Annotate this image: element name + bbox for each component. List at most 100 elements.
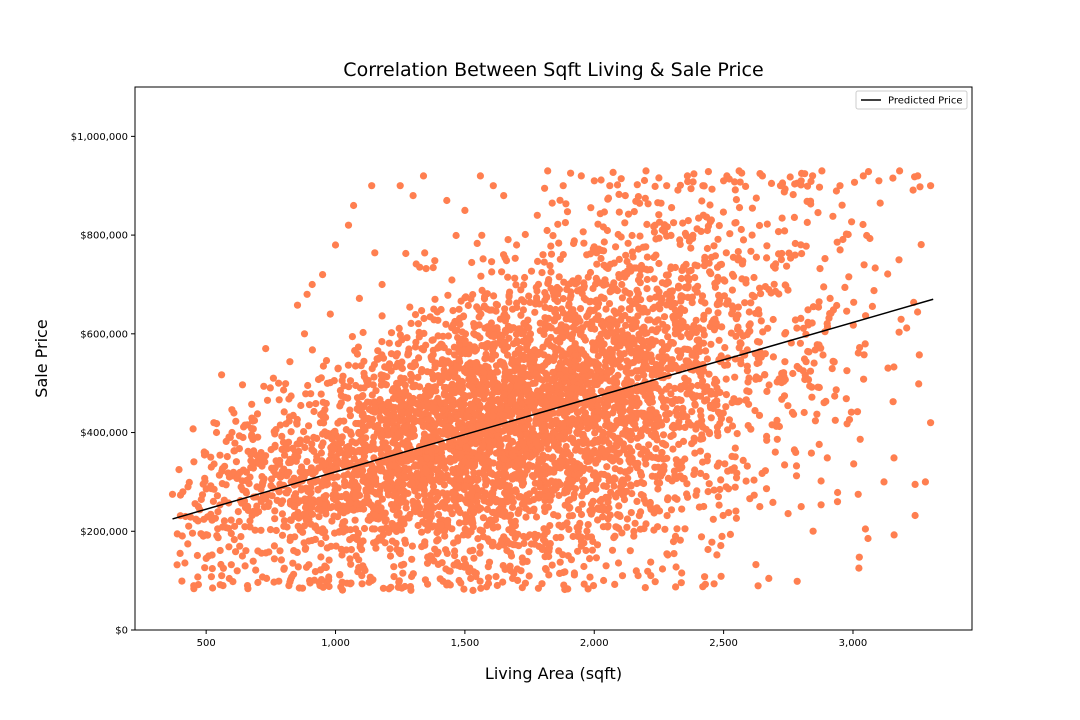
data-point — [705, 480, 713, 488]
data-point — [370, 433, 378, 441]
data-point — [681, 525, 689, 533]
data-point — [761, 350, 769, 358]
data-point — [701, 253, 709, 261]
data-point — [416, 393, 424, 401]
data-point — [861, 340, 869, 348]
data-point — [485, 558, 494, 566]
data-point — [700, 502, 708, 511]
data-point — [640, 371, 648, 379]
data-point — [576, 305, 585, 313]
data-point — [456, 450, 464, 458]
data-point — [821, 255, 829, 263]
data-point — [647, 572, 655, 580]
data-point — [429, 483, 438, 491]
data-point — [308, 510, 317, 518]
data-point — [562, 200, 570, 208]
data-point — [884, 364, 892, 372]
data-point — [630, 532, 638, 540]
data-point — [707, 340, 715, 348]
data-point — [200, 451, 209, 459]
data-point — [225, 524, 233, 532]
data-point — [680, 263, 688, 271]
data-point — [684, 178, 692, 186]
data-point — [719, 511, 727, 520]
data-point — [620, 444, 628, 452]
data-point — [581, 464, 589, 473]
data-point — [750, 476, 758, 484]
data-point — [402, 249, 410, 258]
data-point — [283, 489, 291, 497]
data-point — [239, 433, 247, 442]
data-point — [659, 431, 668, 439]
data-point — [549, 453, 557, 461]
data-point — [311, 468, 319, 476]
data-point — [460, 563, 469, 571]
data-point — [603, 226, 612, 235]
data-point — [330, 377, 338, 385]
data-point — [507, 397, 515, 405]
data-point — [622, 251, 630, 259]
data-point — [473, 239, 481, 247]
data-point — [507, 324, 515, 332]
data-point — [471, 322, 480, 330]
data-point — [299, 528, 307, 536]
data-point — [460, 555, 468, 563]
data-point — [554, 220, 562, 228]
data-point — [556, 558, 564, 566]
data-point — [651, 318, 659, 326]
data-point — [266, 384, 274, 392]
data-point — [809, 172, 817, 180]
data-point — [672, 456, 680, 464]
data-point — [252, 566, 260, 574]
data-point — [252, 509, 260, 517]
data-point — [272, 526, 280, 535]
data-point — [387, 583, 395, 591]
data-point — [519, 306, 528, 314]
data-point — [617, 316, 625, 324]
data-point — [584, 273, 592, 281]
data-point — [603, 463, 611, 471]
data-point — [307, 390, 315, 398]
data-point — [346, 481, 354, 489]
data-point — [216, 546, 224, 555]
data-point — [751, 407, 759, 415]
data-point — [279, 438, 287, 446]
data-point — [789, 369, 797, 378]
data-point — [352, 500, 360, 508]
data-point — [860, 261, 868, 269]
data-point — [916, 183, 924, 191]
data-point — [745, 328, 753, 336]
data-point — [662, 416, 671, 424]
data-point — [679, 219, 687, 227]
data-point — [363, 479, 371, 487]
data-point — [403, 514, 411, 522]
data-point — [914, 308, 922, 316]
data-point — [549, 368, 557, 376]
data-point — [448, 403, 456, 411]
data-point — [271, 507, 279, 515]
data-point — [455, 381, 463, 389]
data-point — [565, 512, 574, 520]
data-point — [362, 434, 370, 442]
data-point — [710, 242, 718, 250]
data-point — [769, 353, 778, 361]
data-point — [548, 561, 556, 569]
data-point — [711, 315, 719, 323]
data-point — [276, 547, 284, 555]
data-point — [704, 488, 712, 496]
data-point — [414, 320, 422, 328]
data-point — [423, 559, 432, 567]
data-point — [317, 449, 325, 457]
data-point — [703, 457, 711, 465]
data-point — [698, 197, 706, 205]
data-point — [415, 333, 423, 341]
data-point — [456, 494, 465, 502]
data-point — [685, 387, 693, 395]
data-point — [513, 365, 521, 373]
data-point — [270, 467, 278, 475]
data-point — [297, 401, 305, 410]
data-point — [793, 324, 801, 332]
data-point — [585, 372, 593, 380]
data-point — [674, 411, 682, 419]
data-point — [709, 515, 717, 523]
